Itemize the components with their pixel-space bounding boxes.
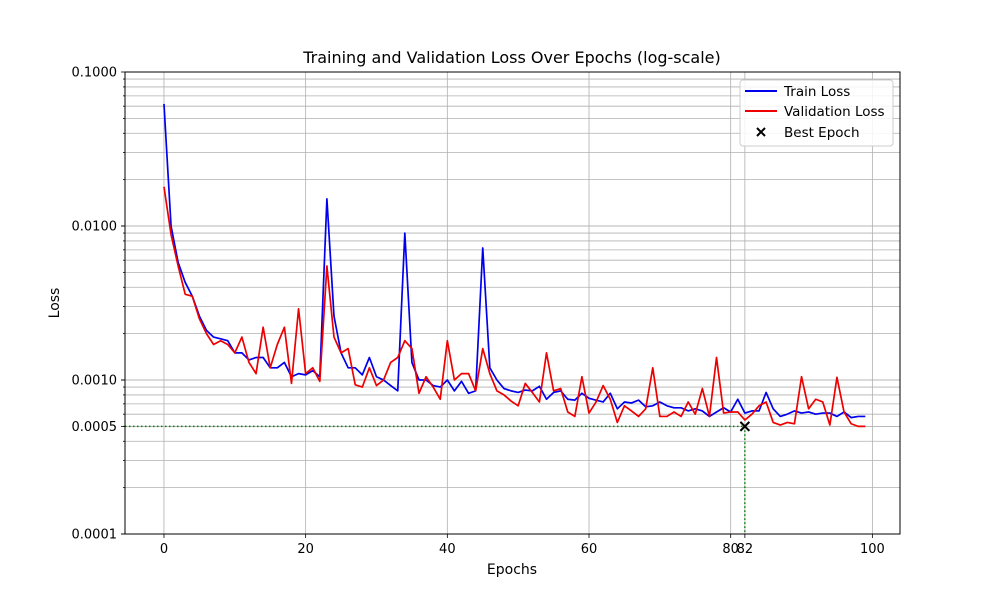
best-epoch-guides: [125, 425, 746, 534]
x-tick-label: 60: [581, 542, 598, 557]
best-epoch-marker-layer: [739, 421, 751, 432]
plot-frame: [124, 71, 901, 535]
legend-box: [739, 79, 894, 147]
chart-title: Training and Validation Loss Over Epochs…: [302, 48, 721, 67]
legend: Train Loss Validation Loss Best Epoch: [739, 79, 894, 147]
tick-layer: 0.0001 0.0005 0.0010 0.0100 0.1000 0 20 40 60 808…: [72, 66, 885, 558]
legend-best-epoch-x: [756, 127, 766, 137]
y-axis-label: Loss: [47, 288, 63, 319]
series-layer: [163, 103, 866, 428]
x-tick-label: 100: [860, 542, 885, 557]
x-tick-label: 82: [737, 542, 754, 557]
y-tick-label: 0.0100: [72, 220, 118, 235]
y-tick-label: 0.0005: [72, 420, 118, 435]
y-tick-label: 0.0001: [72, 528, 118, 543]
y-tick-label: 0.0010: [72, 374, 118, 389]
x-tick-label: 80: [722, 542, 739, 557]
x-tick-label: 40: [439, 542, 456, 557]
validation-loss-line: [163, 186, 866, 428]
x-tick-label: 20: [297, 542, 314, 557]
grid-layer: [125, 71, 900, 535]
x-tick-label: 0: [160, 542, 168, 557]
y-tick-label: 0.1000: [72, 66, 118, 81]
legend-validation-loss-label: Validation Loss: [784, 104, 885, 120]
legend-train-loss-label: Train Loss: [783, 84, 850, 100]
legend-best-epoch-marker: [756, 127, 766, 137]
train-loss-line: [163, 103, 866, 419]
best-epoch-marker: [739, 421, 751, 432]
x-axis-label: Epochs: [487, 562, 537, 578]
legend-best-epoch-label: Best Epoch: [784, 125, 860, 141]
